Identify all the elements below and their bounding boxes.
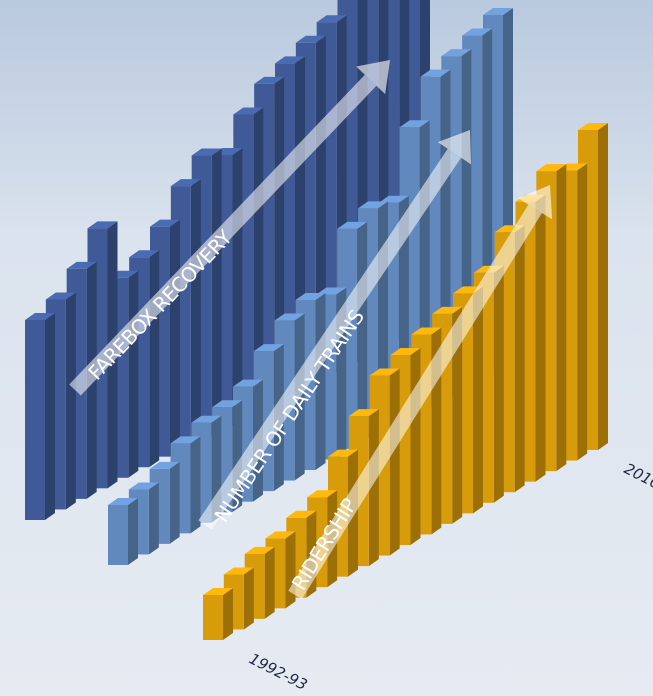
bar <box>203 588 233 640</box>
arrow-head <box>518 185 553 220</box>
bar-top <box>87 221 118 229</box>
bar-front <box>203 595 223 640</box>
bar-top <box>66 261 97 269</box>
bar-top <box>316 15 347 23</box>
bar-top <box>25 313 55 320</box>
bar-top <box>170 179 201 187</box>
bar-top <box>149 461 180 469</box>
bar-side <box>190 179 201 447</box>
bar-top <box>191 415 222 423</box>
bar-front <box>25 320 45 520</box>
bar-side <box>389 368 400 556</box>
bar-top <box>233 107 264 115</box>
bar <box>25 313 55 520</box>
bar-side <box>148 482 159 555</box>
bar-top <box>275 56 305 64</box>
arrow-shaft <box>198 148 462 530</box>
arrow-shaft <box>288 204 543 600</box>
bar-top <box>212 400 243 408</box>
bar-side <box>410 348 421 545</box>
bar-top <box>253 344 284 352</box>
bar-top <box>369 368 400 376</box>
arrow-head <box>437 130 472 165</box>
bar-side <box>368 409 379 567</box>
arrow-shaft <box>69 74 377 396</box>
bar-top <box>483 8 513 15</box>
bar-side <box>473 286 483 514</box>
bar-top <box>203 588 233 595</box>
bar-side <box>243 567 254 630</box>
bar-top <box>265 531 296 539</box>
bars <box>25 0 608 640</box>
bar-side <box>452 306 463 524</box>
bar-side <box>170 219 180 457</box>
bar-side <box>264 546 275 619</box>
bar-side <box>169 461 180 544</box>
bar-top <box>128 482 159 490</box>
bar-top <box>441 49 472 57</box>
bar-top <box>307 490 338 498</box>
arrow-head <box>356 60 390 95</box>
bar-front <box>108 505 128 565</box>
bar-side <box>514 225 525 493</box>
bar-top <box>191 148 222 156</box>
bar-side <box>45 313 55 520</box>
bar-top <box>295 293 326 300</box>
bar-top <box>536 164 567 172</box>
bar-top <box>399 120 430 128</box>
bar-side <box>577 163 588 461</box>
bar-side <box>223 588 233 640</box>
bar-side <box>535 194 546 482</box>
bar-top <box>233 379 263 387</box>
bar-top <box>578 123 608 130</box>
bar-side <box>190 436 201 534</box>
bar-top <box>108 498 138 505</box>
bar-top <box>420 69 451 77</box>
bar-side <box>493 265 504 503</box>
bar-top <box>358 201 388 209</box>
bar-top <box>45 292 76 300</box>
bar-side <box>598 123 608 450</box>
bar-side <box>211 148 222 436</box>
bar-side <box>65 292 76 510</box>
bar-top <box>390 348 421 355</box>
bar-top <box>274 313 305 321</box>
bar-top <box>348 409 379 417</box>
bar-top <box>150 219 180 227</box>
bar-top <box>337 221 368 229</box>
bar-top <box>129 250 160 258</box>
bar-top <box>223 567 254 575</box>
bar-top <box>432 306 463 314</box>
bar-top <box>254 76 285 84</box>
bar-top <box>170 436 201 444</box>
bar <box>108 498 138 565</box>
bar-side <box>128 270 139 478</box>
bar-top <box>378 195 409 203</box>
bar-side <box>128 498 138 565</box>
bar-top <box>244 546 275 554</box>
bar-top <box>462 28 493 36</box>
bar-top <box>328 449 358 457</box>
bar-side <box>556 164 567 472</box>
bar-top <box>411 327 442 335</box>
bar-top <box>295 35 326 43</box>
bar-side <box>149 250 160 468</box>
bar-top <box>316 287 347 295</box>
bar-top <box>286 510 317 518</box>
